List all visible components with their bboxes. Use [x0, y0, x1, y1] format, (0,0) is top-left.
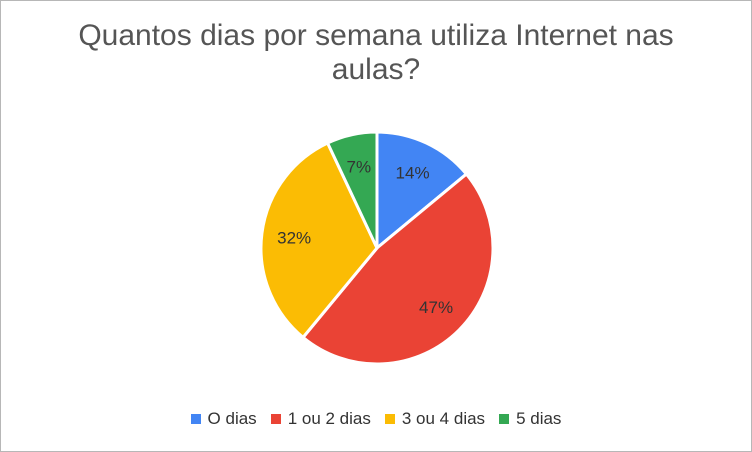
pie-label-3: 7%: [346, 157, 371, 176]
legend-swatch-2: [384, 414, 395, 424]
legend-label-1: 1 ou 2 dias: [287, 409, 371, 428]
legend-swatch-0: [190, 414, 201, 424]
legend-label-0: O dias: [207, 409, 257, 428]
pie-slice-0: [375, 130, 468, 250]
legend-item-2: 3 ou 4 dias: [384, 409, 486, 429]
legend-label-2: 3 ou 4 dias: [401, 409, 486, 428]
legend-item-3: 5 dias: [499, 409, 561, 429]
legend-swatch-3: [499, 414, 510, 424]
legend-item-1: 1 ou 2 dias: [270, 409, 371, 429]
legend-swatch-1: [270, 414, 281, 424]
legend: O dias 1 ou 2 dias 3 ou 4 dias 5 dias: [1, 409, 751, 429]
pie-label-0: 14%: [396, 163, 430, 182]
pie-slice-1: [301, 172, 495, 366]
pie-label-1: 47%: [419, 298, 453, 317]
legend-label-3: 5 dias: [516, 409, 562, 428]
pie-label-2: 32%: [277, 229, 311, 248]
pie-slice-3: [326, 130, 379, 250]
pie-slice-2: [259, 141, 379, 339]
legend-item-0: O dias: [190, 409, 257, 429]
chart-title: Quantos dias por semana utiliza Internet…: [78, 19, 674, 86]
